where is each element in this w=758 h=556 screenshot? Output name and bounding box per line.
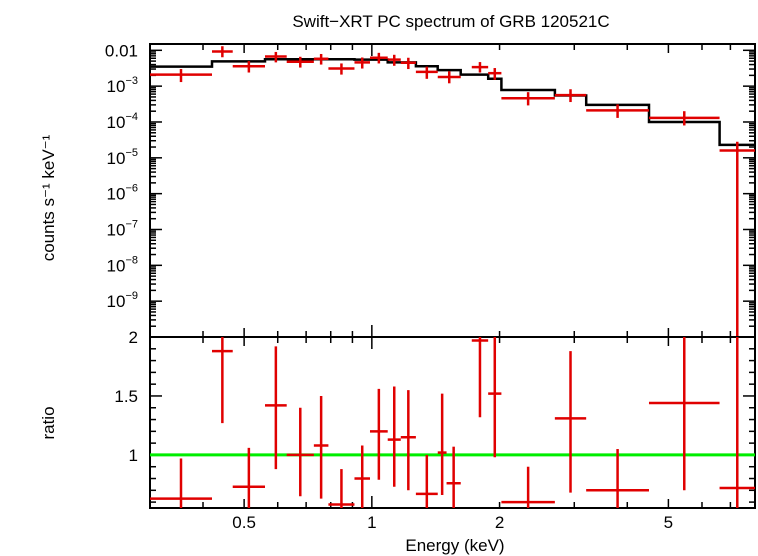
- ratio-data-point: [437, 393, 447, 496]
- spectrum-data-point: [211, 46, 233, 58]
- ratio-x-tick-label: 2: [495, 513, 504, 532]
- spectrum-y-tick-label: 10−8: [107, 254, 138, 275]
- spectrum-data-point: [369, 52, 388, 64]
- spectrum-panel: 0.01 10−3 10−4 10−5 10−6 10−7 10−8 10−9: [105, 41, 756, 338]
- ratio-data-point: [400, 390, 416, 491]
- energy-x-axis-label: Energy (keV): [405, 536, 504, 555]
- spectrum-data-point: [400, 57, 416, 70]
- spectrum-y-axis-label: counts s⁻¹ keV⁻¹: [39, 134, 58, 261]
- model-step-line: [150, 58, 755, 147]
- spectrum-data-point: [471, 62, 489, 73]
- ratio-data-point: [313, 395, 329, 499]
- spectrum-frame: [149, 43, 756, 338]
- ratio-x-tick-label: 0.5: [232, 513, 256, 532]
- spectrum-data-point: [265, 51, 287, 63]
- ratio-y-axis-label: ratio: [39, 406, 58, 439]
- ratio-data-point: [232, 447, 266, 508]
- spectrum-y-tick-label: 10−5: [107, 147, 138, 168]
- ratio-y-tick-label: 1: [129, 446, 138, 465]
- ratio-data-point: [554, 351, 587, 493]
- chart-title: Swift−XRT PC spectrum of GRB 120521C: [292, 12, 609, 31]
- spectrum-data-point: [313, 53, 329, 65]
- spectrum-data-point: [586, 104, 649, 118]
- ratio-data-point: [328, 469, 355, 508]
- ratio-data-point: [648, 337, 720, 491]
- spectrum-data-point: [554, 89, 587, 103]
- ratio-y-tick-label: 2: [129, 328, 138, 347]
- spectrum-data-point: [415, 66, 438, 79]
- ratio-x-tick-label: 5: [664, 513, 673, 532]
- spectrum-y-tick-label: 10−4: [107, 111, 138, 132]
- ratio-y-tick-label: 1.5: [114, 387, 138, 406]
- spectrum-y-tick-label: 0.01: [105, 41, 138, 60]
- spectrum-data-point: [150, 69, 212, 83]
- ratio-data-point: [369, 388, 388, 480]
- ratio-data-point: [501, 466, 555, 508]
- ratio-data-point: [446, 446, 461, 508]
- spectrum-y-tick-label: 10−7: [107, 218, 138, 239]
- spectrum-y-tick-label: 10−3: [107, 75, 138, 96]
- ratio-panel: 1 1.5 2 0.5 1 2 5: [114, 328, 756, 532]
- ratio-data-point: [265, 346, 287, 470]
- ratio-data-point: [211, 337, 233, 424]
- spectrum-data-point: [232, 61, 266, 73]
- ratio-data-point: [150, 458, 212, 508]
- spectrum-data-point: [286, 56, 314, 68]
- spectrum-y-tick-label: 10−9: [107, 290, 138, 311]
- spectrum-data-point: [387, 54, 401, 66]
- spectrum-data-point: [437, 71, 461, 84]
- ratio-x-tick-label: 1: [367, 513, 376, 532]
- ratio-data-point: [488, 337, 502, 458]
- spectrum-data-point: [354, 57, 370, 69]
- ratio-data-point: [586, 449, 649, 508]
- spectrum-data-point: [328, 63, 355, 75]
- spectrum-data-point: [719, 141, 755, 337]
- spectrum-data-point: [648, 111, 720, 126]
- spectrum-y-tick-label: 10−6: [107, 183, 138, 204]
- ratio-data-point: [719, 337, 755, 508]
- ratio-data-point: [387, 386, 401, 487]
- ratio-data-point: [415, 454, 438, 508]
- spectrum-data-point: [488, 68, 502, 80]
- ratio-data-point: [286, 407, 314, 497]
- ratio-data-point: [354, 445, 370, 508]
- spectrum-data-point: [501, 92, 555, 106]
- ratio-data-point: [471, 337, 489, 418]
